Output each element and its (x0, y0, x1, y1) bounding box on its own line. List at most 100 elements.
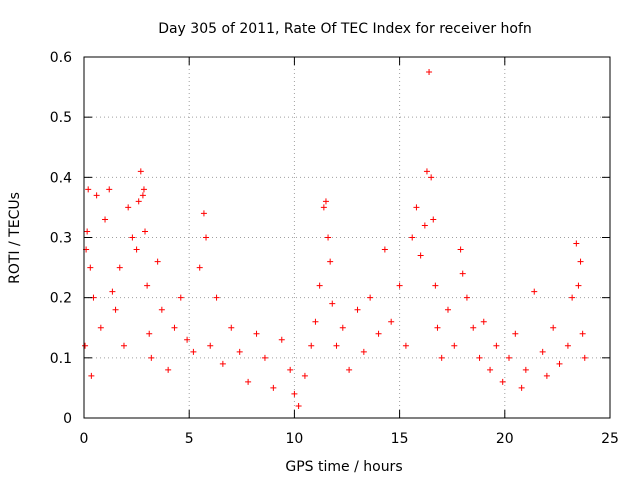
data-point (171, 324, 178, 331)
x-tick-label: 10 (285, 431, 303, 447)
data-point (97, 324, 104, 331)
data-point (428, 174, 435, 181)
data-point (158, 306, 165, 313)
data-point (444, 306, 451, 313)
data-point (396, 282, 403, 289)
data-point (135, 198, 142, 205)
data-point (518, 384, 525, 391)
data-point (438, 354, 445, 361)
data-point (423, 168, 430, 175)
plot-frame (83, 56, 611, 419)
data-point (512, 330, 519, 337)
data-point (261, 354, 268, 361)
data-point (470, 324, 477, 331)
data-point (575, 282, 582, 289)
x-tick-label: 25 (601, 431, 619, 447)
data-point (85, 186, 92, 193)
data-point (430, 216, 437, 223)
y-tick-label: 0.5 (50, 110, 72, 126)
data-point (139, 192, 146, 199)
x-tick-label: 20 (496, 431, 514, 447)
data-point (142, 228, 149, 235)
data-point (109, 288, 116, 295)
y-tick-label: 0.3 (50, 231, 72, 247)
x-axis-ticks: 0 5 10 15 20 25 (80, 57, 619, 447)
data-point (459, 270, 466, 277)
data-point (360, 348, 367, 355)
data-point (499, 378, 506, 385)
y-tick-label: 0.4 (50, 170, 72, 186)
x-axis-label: GPS time / hours (285, 459, 402, 475)
data-point (295, 402, 302, 409)
data-point (184, 336, 191, 343)
data-point (409, 234, 416, 241)
data-point (375, 330, 382, 337)
x-tick-label: 0 (80, 431, 89, 447)
data-point (102, 216, 109, 223)
data-point (320, 204, 327, 211)
data-point (539, 348, 546, 355)
data-point (550, 324, 557, 331)
data-point (346, 366, 353, 373)
data-point (148, 354, 155, 361)
y-axis-ticks: 0 0.1 0.2 0.3 0.4 0.5 0.6 (50, 50, 610, 427)
data-point (463, 294, 470, 301)
data-point (531, 288, 538, 295)
data-point (82, 342, 89, 349)
data-point (316, 282, 323, 289)
data-point (522, 366, 529, 373)
data-point (476, 354, 483, 361)
data-point (421, 222, 428, 229)
data-point (140, 186, 147, 193)
data-point (417, 252, 424, 259)
data-point (144, 282, 151, 289)
data-point (213, 294, 220, 301)
data-point (129, 234, 136, 241)
data-point (564, 342, 571, 349)
data-point (219, 360, 226, 367)
data-point (291, 390, 298, 397)
data-point (125, 204, 132, 211)
data-point (112, 306, 119, 313)
data-point (388, 318, 395, 325)
y-tick-label: 0.6 (50, 50, 72, 66)
x-tick-label: 5 (185, 431, 194, 447)
data-point (88, 372, 95, 379)
data-point (434, 324, 441, 331)
data-point (245, 378, 252, 385)
data-point (228, 324, 235, 331)
y-tick-label: 0 (63, 411, 72, 427)
data-point (120, 342, 127, 349)
chart-title: Day 305 of 2011, Rate Of TEC Index for r… (158, 21, 532, 37)
data-point (402, 342, 409, 349)
data-point (190, 348, 197, 355)
data-point (480, 318, 487, 325)
data-points (82, 69, 588, 409)
data-point (327, 258, 334, 265)
data-point (133, 246, 140, 253)
y-tick-label: 0.1 (50, 351, 72, 367)
axes-frame (83, 56, 611, 419)
data-point (165, 366, 172, 373)
data-point (137, 168, 144, 175)
data-point (413, 204, 420, 211)
data-point (487, 366, 494, 373)
data-point (154, 258, 161, 265)
data-point (329, 300, 336, 307)
data-point (253, 330, 260, 337)
data-point (451, 342, 458, 349)
data-point (312, 318, 319, 325)
data-point (236, 348, 243, 355)
data-point (301, 372, 308, 379)
y-tick-label: 0.2 (50, 291, 72, 307)
data-point (556, 360, 563, 367)
grid-lines (84, 57, 610, 418)
data-point (367, 294, 374, 301)
data-point (87, 264, 94, 271)
data-point (270, 384, 277, 391)
data-point (577, 258, 584, 265)
y-axis-label: ROTI / TECUs (7, 192, 23, 284)
data-point (308, 342, 315, 349)
data-point (203, 234, 210, 241)
